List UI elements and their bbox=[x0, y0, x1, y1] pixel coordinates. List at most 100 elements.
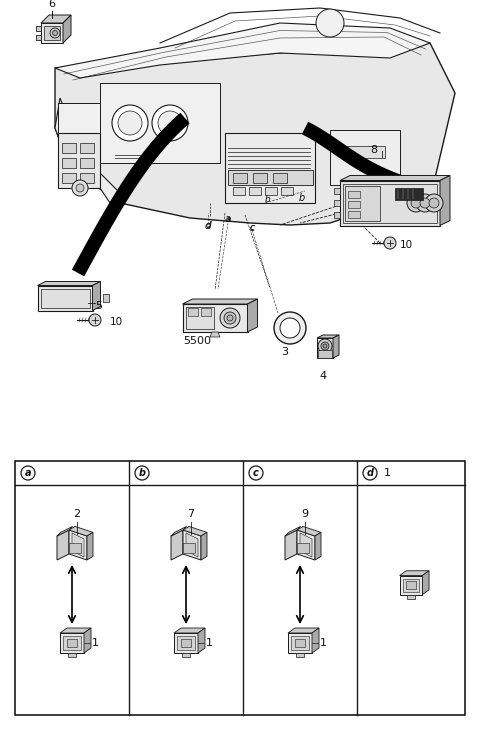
Circle shape bbox=[50, 28, 60, 38]
Circle shape bbox=[318, 339, 332, 353]
Bar bbox=[395, 188, 423, 200]
Text: d: d bbox=[367, 468, 373, 478]
Polygon shape bbox=[399, 575, 422, 594]
Polygon shape bbox=[296, 653, 304, 657]
Circle shape bbox=[76, 184, 84, 192]
Polygon shape bbox=[317, 338, 333, 358]
Polygon shape bbox=[93, 281, 100, 311]
Polygon shape bbox=[403, 578, 420, 592]
Polygon shape bbox=[69, 530, 87, 560]
Bar bbox=[330, 130, 400, 185]
Polygon shape bbox=[68, 653, 76, 657]
Bar bbox=[185, 307, 214, 329]
Text: 10: 10 bbox=[400, 240, 413, 250]
Polygon shape bbox=[186, 533, 198, 557]
Circle shape bbox=[416, 194, 434, 212]
Polygon shape bbox=[295, 639, 305, 647]
Bar bbox=[225, 133, 315, 203]
Bar bbox=[15, 461, 465, 715]
Polygon shape bbox=[60, 633, 84, 653]
Circle shape bbox=[152, 105, 188, 141]
Text: 4: 4 bbox=[319, 371, 326, 381]
Text: 3: 3 bbox=[281, 347, 288, 357]
Polygon shape bbox=[288, 633, 312, 653]
Polygon shape bbox=[84, 628, 91, 653]
Bar bbox=[40, 289, 89, 308]
Bar bbox=[62, 158, 76, 168]
Polygon shape bbox=[333, 335, 339, 358]
Bar bbox=[80, 173, 94, 183]
Circle shape bbox=[72, 180, 88, 196]
Bar bbox=[100, 83, 220, 163]
Circle shape bbox=[158, 111, 182, 135]
Bar bbox=[80, 143, 94, 153]
Polygon shape bbox=[72, 533, 84, 557]
Bar bbox=[233, 187, 245, 195]
Circle shape bbox=[363, 466, 377, 480]
Polygon shape bbox=[183, 543, 195, 553]
Polygon shape bbox=[55, 98, 120, 203]
Polygon shape bbox=[182, 299, 257, 304]
Polygon shape bbox=[201, 532, 207, 560]
Circle shape bbox=[227, 315, 233, 321]
Circle shape bbox=[407, 194, 425, 212]
Polygon shape bbox=[171, 526, 187, 536]
Circle shape bbox=[220, 308, 240, 328]
Polygon shape bbox=[60, 628, 91, 633]
Circle shape bbox=[280, 318, 300, 338]
Polygon shape bbox=[174, 628, 205, 633]
Bar bbox=[58, 103, 108, 133]
Polygon shape bbox=[182, 304, 248, 332]
Polygon shape bbox=[183, 530, 201, 560]
Polygon shape bbox=[69, 526, 93, 536]
Circle shape bbox=[316, 9, 344, 37]
Bar bbox=[80, 158, 94, 168]
Polygon shape bbox=[297, 530, 315, 560]
Circle shape bbox=[89, 314, 101, 326]
Polygon shape bbox=[297, 543, 309, 553]
Polygon shape bbox=[317, 335, 339, 338]
Bar bbox=[249, 187, 261, 195]
Text: 5500: 5500 bbox=[183, 336, 211, 346]
Bar bbox=[44, 26, 60, 40]
Polygon shape bbox=[177, 636, 195, 650]
Polygon shape bbox=[87, 532, 93, 560]
Polygon shape bbox=[63, 636, 81, 650]
Polygon shape bbox=[285, 526, 300, 536]
Text: 9: 9 bbox=[301, 509, 309, 519]
Polygon shape bbox=[248, 299, 257, 332]
Polygon shape bbox=[41, 15, 71, 23]
Text: c: c bbox=[253, 468, 259, 478]
Text: a: a bbox=[24, 468, 31, 478]
Polygon shape bbox=[171, 530, 183, 560]
Text: 1: 1 bbox=[92, 638, 99, 648]
Polygon shape bbox=[285, 530, 297, 560]
Circle shape bbox=[321, 342, 329, 350]
Bar bbox=[281, 187, 293, 195]
Polygon shape bbox=[37, 281, 100, 285]
Bar bbox=[273, 173, 287, 183]
Polygon shape bbox=[37, 285, 93, 311]
Polygon shape bbox=[181, 639, 191, 647]
Circle shape bbox=[420, 198, 430, 208]
Text: 5: 5 bbox=[95, 301, 102, 311]
Circle shape bbox=[274, 312, 306, 344]
Text: a: a bbox=[225, 215, 231, 224]
Polygon shape bbox=[55, 23, 430, 78]
Bar bbox=[348, 201, 360, 207]
Polygon shape bbox=[291, 636, 309, 650]
Circle shape bbox=[112, 105, 148, 141]
Polygon shape bbox=[67, 639, 77, 647]
Polygon shape bbox=[72, 113, 190, 276]
Bar bbox=[253, 173, 267, 183]
Text: 1: 1 bbox=[320, 638, 327, 648]
Bar bbox=[345, 185, 380, 221]
Polygon shape bbox=[288, 628, 319, 633]
Circle shape bbox=[384, 237, 396, 249]
Bar bbox=[343, 183, 437, 223]
Circle shape bbox=[21, 466, 35, 480]
Polygon shape bbox=[406, 581, 416, 589]
Text: b: b bbox=[265, 194, 271, 204]
Bar bbox=[201, 308, 211, 316]
Polygon shape bbox=[312, 628, 319, 653]
